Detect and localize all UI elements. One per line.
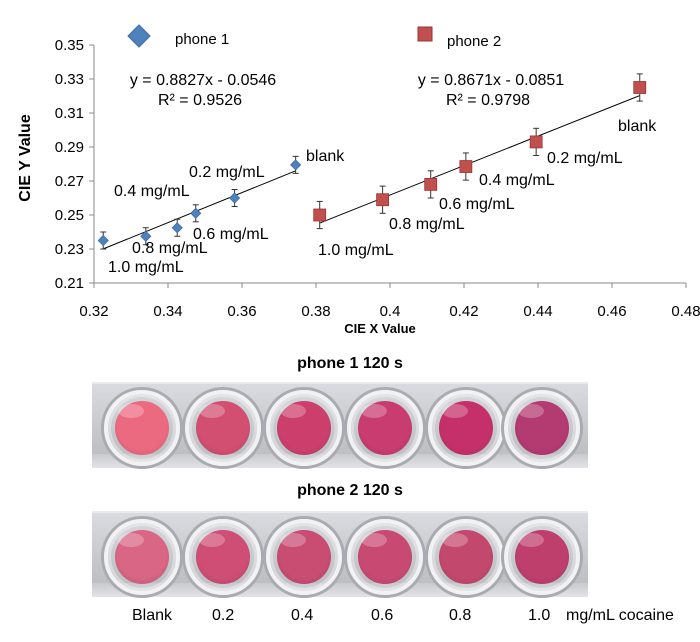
well-liquid <box>439 401 493 455</box>
well-0.4 <box>266 390 342 466</box>
trendline-2 <box>319 95 640 224</box>
legend-marker-phone-1 <box>127 24 151 48</box>
well-0.2 <box>185 390 261 466</box>
legend-label-phone-2: phone 2 <box>447 33 501 50</box>
label-p2-0.2: 0.2 mg/mL <box>547 150 623 167</box>
photo-title-phone-1: phone 1 120 s <box>297 355 403 372</box>
y-axis-title: CIE Y Value <box>17 114 34 202</box>
well-1.0 <box>504 390 580 466</box>
concentration-label: Blank <box>132 607 173 624</box>
equation-phone-1: y = 0.8827x - 0.0546 <box>130 72 276 89</box>
well-liquid <box>515 401 569 455</box>
data-point-phone-1 <box>290 159 302 171</box>
label-p2-0.4: 0.4 mg/mL <box>479 172 555 189</box>
y-tick-label: 0.23 <box>55 241 84 258</box>
legend: phone 1 phone 2 <box>127 24 501 50</box>
label-p2-1.0: 1.0 mg/mL <box>318 242 394 259</box>
y-tick-label: 0.31 <box>55 105 84 122</box>
well-liquid <box>358 401 412 455</box>
equation-phone-2: y = 0.8671x - 0.0851 <box>418 72 564 89</box>
trendlines <box>103 95 640 250</box>
y-tick-label: 0.25 <box>55 207 84 224</box>
legend-label-phone-1: phone 1 <box>175 31 229 48</box>
data-point-phone-2 <box>633 81 647 94</box>
data-points <box>97 81 647 247</box>
concentration-labels: Blank 0.2 0.4 0.6 0.8 1.0 mg/mL cocaine <box>0 607 700 631</box>
chart-axes: 0.21 0.23 0.25 0.27 0.29 0.31 0.33 0.35 0.32 0.34… <box>55 37 700 320</box>
data-point-phone-1 <box>229 192 241 204</box>
well-liquid <box>358 530 412 584</box>
well-liquid <box>196 401 250 455</box>
well-0.8 <box>428 519 504 595</box>
r-squared-phone-2: R² = 0.9798 <box>446 92 530 109</box>
well-0.8 <box>428 390 504 466</box>
data-point-phone-2 <box>529 135 543 149</box>
well-liquid <box>277 401 331 455</box>
x-tick-label: 0.42 <box>449 303 478 320</box>
well-liquid <box>115 401 169 455</box>
label-p1-blank: blank <box>306 148 345 165</box>
label-p1-0.6: 0.6 mg/mL <box>193 226 269 243</box>
data-point-phone-2 <box>459 160 473 173</box>
trendline-1 <box>103 170 296 250</box>
well-plate-photo-phone-2 <box>92 511 588 597</box>
well-liquid <box>115 530 169 584</box>
well-blank <box>104 519 180 595</box>
y-tick-label: 0.33 <box>55 71 84 88</box>
x-tick-label: 0.44 <box>523 303 552 320</box>
well-liquid <box>196 530 250 584</box>
legend-marker-phone-2 <box>417 26 433 42</box>
concentration-label: 0.2 <box>212 607 235 624</box>
label-p2-0.8: 0.8 mg/mL <box>389 216 465 233</box>
x-tick-label: 0.36 <box>227 303 256 320</box>
x-tick-label: 0.46 <box>597 303 626 320</box>
well-plate-photo-phone-1 <box>92 382 588 468</box>
data-point-phone-1 <box>140 230 152 242</box>
data-point-phone-1 <box>171 222 183 234</box>
label-p1-0.8: 0.8 mg/mL <box>132 240 208 257</box>
y-tick-label: 0.27 <box>55 173 84 190</box>
label-p1-1.0: 1.0 mg/mL <box>108 259 184 276</box>
well-0.6 <box>347 390 423 466</box>
well-liquid <box>515 530 569 584</box>
y-tick-label: 0.21 <box>55 275 84 292</box>
label-p1-0.2: 0.2 mg/mL <box>189 164 265 181</box>
x-tick-label: 0.32 <box>79 303 108 320</box>
data-point-phone-2 <box>376 193 390 207</box>
concentration-label: 0.4 <box>291 607 314 624</box>
well-liquid <box>277 530 331 584</box>
well-0.4 <box>266 519 342 595</box>
concentration-label: 1.0 <box>528 607 551 624</box>
x-tick-label: 0.48 <box>671 303 700 320</box>
data-point-phone-1 <box>97 234 109 247</box>
label-p1-0.4: 0.4 mg/mL <box>114 183 190 200</box>
well-1.0 <box>504 519 580 595</box>
r-squared-phone-1: R² = 0.9526 <box>158 92 242 109</box>
photo-title-phone-2: phone 2 120 s <box>297 482 403 499</box>
label-p2-0.6: 0.6 mg/mL <box>439 196 515 213</box>
x-tick-label: 0.38 <box>301 303 330 320</box>
well-0.6 <box>347 519 423 595</box>
data-point-phone-2 <box>424 177 438 191</box>
well-liquid <box>439 530 493 584</box>
data-point-phone-2 <box>313 208 327 222</box>
y-tick-label: 0.35 <box>55 37 84 54</box>
label-p2-blank: blank <box>618 118 657 135</box>
scatter-chart: 0.21 0.23 0.25 0.27 0.29 0.31 0.33 0.35 0.32 0.34… <box>17 24 700 336</box>
y-tick-label: 0.29 <box>55 139 84 156</box>
x-axis-title: CIE X Value <box>344 321 416 336</box>
concentration-label: 0.6 <box>371 607 394 624</box>
x-tick-label: 0.34 <box>153 303 182 320</box>
x-tick-label: 0.4 <box>380 303 401 320</box>
concentration-label: 0.8 <box>449 607 472 624</box>
unit-label: mg/mL cocaine <box>566 607 674 624</box>
data-point-phone-1 <box>190 207 202 219</box>
well-0.2 <box>185 519 261 595</box>
well-blank <box>104 390 180 466</box>
